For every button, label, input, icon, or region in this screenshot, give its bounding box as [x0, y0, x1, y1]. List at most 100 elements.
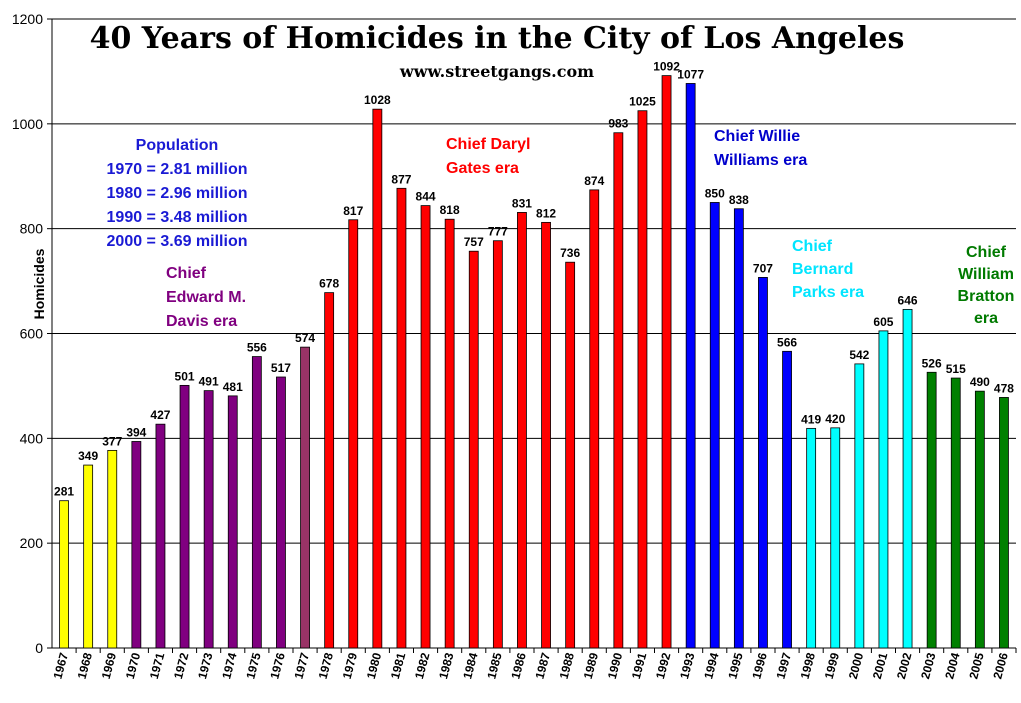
annotation-line: Williams era [714, 152, 807, 169]
bar-1982 [420, 205, 431, 649]
x-tick-label-1983: 1983 [436, 651, 457, 681]
x-tick-label-1985: 1985 [484, 651, 505, 681]
data-label-1968: 349 [78, 449, 98, 463]
data-label-1984: 757 [464, 235, 484, 249]
annotation-line: Edward M. [166, 289, 246, 306]
data-label-1976: 517 [271, 361, 291, 375]
x-tick-label-1968: 1968 [75, 651, 96, 681]
x-tick-label-2006: 2006 [990, 651, 1011, 681]
bar-1971 [155, 423, 166, 649]
y-tick-label: 800 [20, 221, 44, 237]
bar-1997 [782, 350, 792, 649]
bar-1985 [492, 240, 503, 649]
annotation-bratton: Chief William Bratton era [958, 244, 1015, 327]
annotation-line: 2000 = 3.69 million [107, 233, 248, 250]
y-tick-label: 0 [35, 640, 43, 656]
x-tick-label-1981: 1981 [388, 651, 409, 681]
annotation-line: Chief [792, 238, 833, 255]
bar-1991 [637, 110, 648, 649]
bar-2005 [974, 390, 985, 649]
annotations: Population 1970 = 2.81 million 1980 = 2.96… [107, 128, 1015, 330]
bar-1981 [396, 187, 407, 649]
bar-1975 [251, 356, 262, 649]
x-tick-label-2004: 2004 [942, 651, 963, 681]
x-tick-label-1989: 1989 [581, 651, 602, 681]
data-label-1993: 1077 [677, 67, 704, 81]
bar-1996 [758, 277, 768, 649]
annotation-line: 1990 = 3.48 million [107, 209, 248, 226]
bar-1990 [613, 132, 624, 649]
data-label-1978: 678 [319, 277, 339, 291]
data-label-1986: 831 [512, 196, 532, 210]
annotation-gates: Chief Daryl Gates era [446, 136, 530, 177]
bar-1983 [444, 218, 455, 649]
data-label-1977: 574 [295, 331, 315, 345]
bar-1980 [372, 108, 383, 649]
x-tick-label-1984: 1984 [460, 651, 481, 681]
annotation-line: Chief [166, 265, 207, 282]
data-label-1985: 777 [488, 225, 508, 239]
data-label-1991: 1025 [629, 95, 656, 109]
bar-1999 [830, 427, 841, 649]
data-label-2006: 478 [994, 381, 1014, 395]
x-tick-label-1982: 1982 [412, 651, 433, 681]
data-label-1992: 1092 [653, 60, 680, 74]
data-label-1967: 281 [54, 485, 74, 499]
x-tick-label-1986: 1986 [508, 651, 529, 681]
data-label-1973: 491 [199, 375, 219, 389]
bar-1998 [806, 427, 817, 649]
bar-1988 [565, 261, 576, 649]
axes [47, 18, 1017, 653]
y-tick-label: 600 [20, 326, 44, 342]
x-tick-label-1990: 1990 [605, 651, 626, 681]
data-label-1983: 818 [440, 203, 460, 217]
chart-subtitle: www.streetgangs.com [399, 62, 594, 81]
x-tick-label-1980: 1980 [364, 651, 385, 681]
annotation-line: Population [136, 137, 219, 154]
x-tick-label-1998: 1998 [798, 651, 819, 681]
annotation-line: Parks era [792, 284, 864, 301]
bar-1995 [733, 208, 744, 649]
data-label-1989: 874 [584, 174, 604, 188]
x-tick-label-1972: 1972 [171, 651, 192, 681]
chart-title: 40 Years of Homicides in the City of Los… [90, 21, 905, 56]
annotation-population: Population 1970 = 2.81 million 1980 = 2.96… [107, 137, 248, 250]
bars [59, 75, 1009, 649]
data-label-1982: 844 [416, 190, 436, 204]
y-tick-label: 400 [20, 430, 44, 446]
bar-2001 [878, 330, 889, 649]
bar-2003 [926, 371, 937, 649]
annotation-line: 1980 = 2.96 million [107, 185, 248, 202]
x-tick-label-1992: 1992 [653, 651, 674, 681]
data-label-1995: 838 [729, 193, 749, 207]
x-tick-label-2005: 2005 [966, 651, 987, 681]
y-tick-label: 200 [20, 535, 44, 551]
x-tick-label-1973: 1973 [195, 651, 216, 681]
bar-1967 [59, 500, 69, 649]
bar-1968 [83, 464, 94, 649]
x-tick-label-1999: 1999 [822, 651, 843, 681]
x-tick-label-1969: 1969 [99, 651, 120, 681]
x-tick-label-1977: 1977 [292, 651, 313, 681]
x-tick-label-1995: 1995 [725, 651, 746, 681]
x-tick-label-1991: 1991 [629, 651, 650, 681]
data-label-2004: 515 [946, 362, 966, 376]
annotation-davis: Chief Edward M. Davis era [166, 265, 246, 330]
x-tick-label-1970: 1970 [123, 651, 144, 681]
bar-1973 [203, 390, 214, 649]
annotation-line: Bernard [792, 261, 853, 278]
bar-2002 [902, 308, 913, 649]
annotation-line: William [958, 266, 1014, 283]
bar-1969 [107, 449, 118, 649]
y-tick-label: 1200 [12, 11, 43, 27]
x-tick-label-1974: 1974 [219, 651, 240, 681]
bar-1976 [276, 376, 286, 649]
bar-1984 [468, 250, 479, 649]
data-label-1981: 877 [391, 172, 411, 186]
bar-2000 [854, 363, 865, 649]
data-label-2001: 605 [873, 315, 893, 329]
bar-2006 [999, 397, 1009, 649]
x-tick-label-1979: 1979 [340, 651, 361, 681]
annotation-parks: Chief Bernard Parks era [792, 238, 864, 301]
